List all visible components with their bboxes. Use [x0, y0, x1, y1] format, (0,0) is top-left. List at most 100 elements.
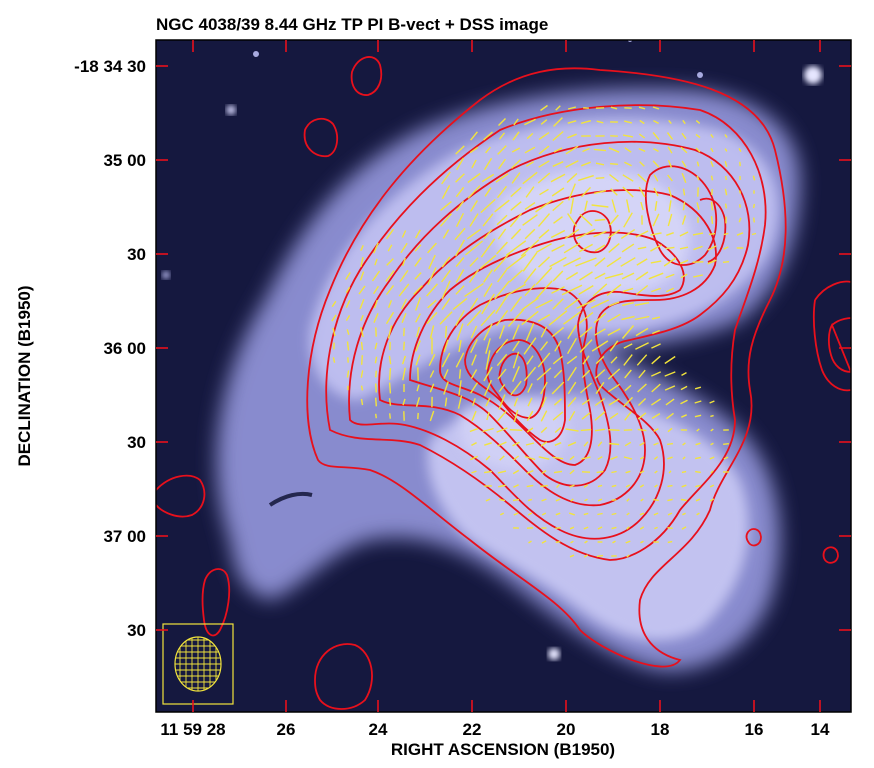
b-vector [564, 298, 580, 310]
b-vector [594, 397, 606, 407]
b-vector [551, 244, 565, 252]
b-vector [639, 161, 645, 167]
b-vector [541, 498, 547, 502]
b-vector [497, 269, 507, 283]
b-vector [607, 229, 621, 239]
b-vector [620, 229, 636, 239]
b-vector [607, 328, 621, 336]
b-vector [454, 227, 466, 241]
b-vector [387, 299, 393, 309]
b-vector [651, 398, 661, 406]
b-vector [681, 484, 687, 488]
b-vector [563, 257, 581, 267]
b-vector [537, 352, 551, 368]
b-vector [565, 160, 579, 168]
b-vector [567, 324, 577, 340]
b-vector [580, 428, 592, 432]
b-vector [679, 231, 689, 237]
b-vector [581, 456, 591, 460]
b-vector [710, 201, 714, 211]
y-axis-label: DECLINATION (B1950) [15, 285, 34, 466]
b-vector [498, 394, 506, 410]
b-vector [499, 512, 505, 516]
b-vector [666, 132, 674, 140]
b-vector [680, 498, 688, 502]
b-vector [467, 185, 481, 199]
b-vector [426, 283, 438, 297]
b-vector [507, 309, 525, 327]
b-vector [498, 484, 506, 488]
b-vector [625, 470, 631, 474]
b-vector [525, 322, 535, 342]
b-vector [511, 172, 521, 184]
b-vector [724, 161, 728, 167]
b-vector [512, 455, 520, 461]
b-vector [375, 370, 377, 378]
b-vector [580, 186, 592, 198]
b-vector [495, 309, 509, 327]
b-vector [483, 157, 493, 171]
b-vector [471, 159, 477, 169]
x-tick-label: 16 [745, 720, 764, 739]
b-vector [651, 355, 661, 365]
b-vector [541, 512, 547, 516]
b-vector [623, 354, 633, 366]
b-vector [553, 369, 563, 379]
b-vector [526, 410, 534, 422]
b-vector [667, 213, 673, 227]
b-vector [635, 327, 649, 337]
b-vector [570, 540, 574, 544]
b-vector [652, 160, 660, 168]
b-vector [427, 299, 437, 309]
b-vector [609, 173, 619, 183]
b-vector [416, 384, 420, 392]
b-vector [651, 371, 661, 377]
b-vector [567, 120, 577, 124]
b-vector [584, 540, 588, 544]
b-vector [470, 131, 478, 141]
b-vector [597, 498, 603, 502]
b-vector [360, 370, 364, 378]
b-vector [583, 484, 589, 488]
b-vector [651, 413, 661, 419]
b-vector [567, 106, 577, 110]
b-vector [594, 244, 606, 252]
b-vector [608, 398, 620, 406]
b-vector [512, 498, 520, 502]
b-vector [386, 258, 394, 266]
b-vector [593, 230, 607, 238]
b-vector [636, 258, 648, 266]
b-vector [387, 244, 393, 252]
b-vector [637, 428, 647, 432]
b-vector [482, 213, 494, 227]
b-vector [361, 355, 363, 365]
x-axis-label: RIGHT ASCENSION (B1950) [391, 740, 615, 759]
b-vector [497, 145, 507, 155]
b-vector [569, 469, 575, 475]
b-vector [553, 470, 563, 474]
b-vector [654, 484, 658, 488]
b-vector [624, 411, 632, 421]
b-vector [549, 256, 567, 268]
b-vector [694, 400, 702, 404]
b-vector [552, 456, 564, 460]
b-vector [621, 325, 635, 339]
b-vector [608, 301, 620, 307]
b-vector [496, 427, 508, 433]
b-vector [650, 260, 662, 264]
b-vector [682, 188, 686, 196]
b-vector [638, 133, 646, 139]
b-vector [524, 146, 536, 154]
b-vector [710, 175, 714, 181]
b-vector [554, 426, 562, 434]
b-vector [725, 175, 727, 181]
b-vector [469, 297, 479, 311]
b-vector [401, 313, 407, 323]
b-vector [467, 172, 481, 184]
b-vector [471, 441, 477, 447]
b-vector [665, 246, 675, 250]
b-vector [455, 257, 465, 267]
b-vector [668, 119, 672, 125]
b-vector [526, 355, 534, 365]
b-vector [640, 498, 644, 502]
